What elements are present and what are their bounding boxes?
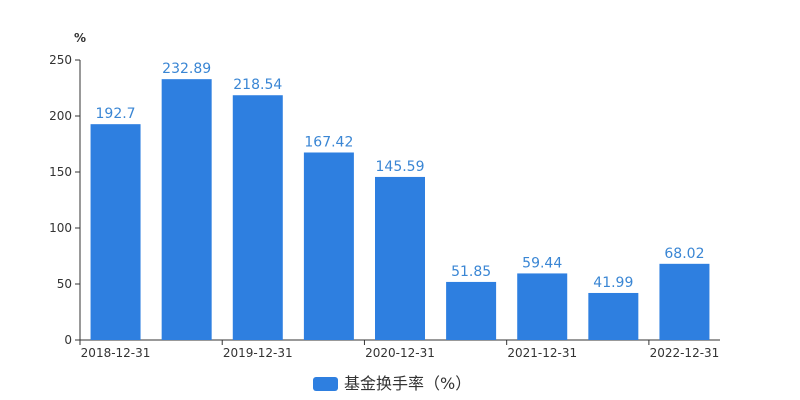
data-label: 68.02	[664, 246, 704, 262]
x-tick-label: 2018-12-31	[81, 346, 151, 360]
data-label: 192.7	[96, 106, 136, 122]
y-axis-unit: %	[74, 31, 86, 45]
data-label: 218.54	[233, 77, 282, 93]
y-tick-label: 200	[49, 109, 72, 123]
x-tick-label: 2022-12-31	[650, 346, 720, 360]
data-label: 167.42	[304, 134, 353, 150]
data-label: 145.59	[376, 159, 425, 175]
bar	[446, 281, 497, 340]
legend[interactable]: 基金换手率（%）	[313, 374, 471, 393]
bar	[303, 152, 354, 340]
y-tick-label: 50	[57, 277, 72, 291]
y-tick-label: 100	[49, 221, 72, 235]
y-tick-label: 250	[49, 53, 72, 67]
data-label: 41.99	[593, 275, 633, 291]
y-axis: 0 50 100 150 200 250%	[49, 31, 86, 347]
legend-label[interactable]: 基金换手率（%）	[344, 374, 471, 393]
bar	[375, 176, 425, 340]
x-axis: 2018-12-31 2019-12-31 2020-12-31 2021-12-31…	[79, 339, 720, 360]
data-labels: 192.7 232.89 218.54 167.42 145.59 51.85 59.44 4…	[96, 61, 705, 291]
data-label: 59.44	[522, 255, 562, 271]
bar	[659, 263, 710, 340]
data-label: 232.89	[162, 61, 211, 77]
bar	[90, 124, 141, 341]
bar	[161, 79, 212, 340]
legend-swatch[interactable]	[313, 377, 338, 391]
y-tick-label: 150	[49, 165, 72, 179]
x-tick-label: 2021-12-31	[507, 346, 577, 360]
bar	[517, 273, 568, 340]
bar	[588, 292, 639, 340]
y-tick-label: 0	[64, 333, 72, 347]
bar	[232, 95, 283, 340]
x-tick-label: 2020-12-31	[365, 346, 435, 360]
bars	[90, 79, 710, 341]
x-tick-label: 2019-12-31	[223, 346, 293, 360]
data-label: 51.85	[451, 264, 491, 280]
